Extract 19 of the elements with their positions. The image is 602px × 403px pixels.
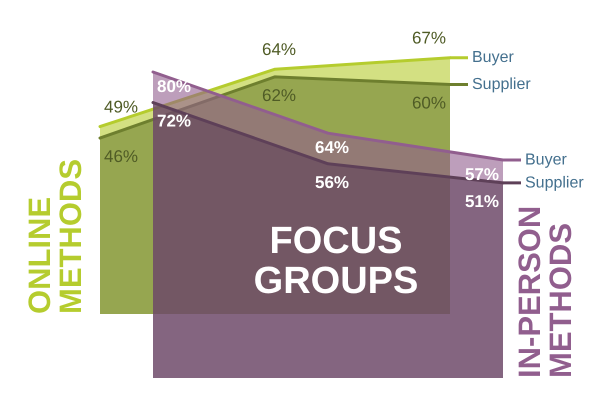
text: ONLINE METHODS <box>22 159 88 314</box>
data-label: 56% <box>314 172 350 192</box>
data-label: 46% <box>104 147 138 166</box>
data-label: 49% <box>104 98 138 117</box>
annotation: FOCUS GROUPS <box>254 220 418 302</box>
data-label: 72% <box>157 112 192 131</box>
data-label: 64% <box>314 138 350 158</box>
text: IN-PERSON METHODS <box>512 206 578 378</box>
legend-label: Buyer <box>472 49 514 66</box>
legend-label: Supplier <box>525 174 584 192</box>
data-label: 64% <box>262 40 296 60</box>
data-label: 57% <box>464 164 499 184</box>
data-label: 67% <box>412 28 446 48</box>
legend-label: Buyer <box>525 151 568 168</box>
data-label: 62% <box>262 86 296 105</box>
data-label: 51% <box>464 192 499 211</box>
legend-label: Supplier <box>472 76 532 93</box>
data-label: 80% <box>157 77 192 96</box>
data-label: 60% <box>412 94 446 112</box>
